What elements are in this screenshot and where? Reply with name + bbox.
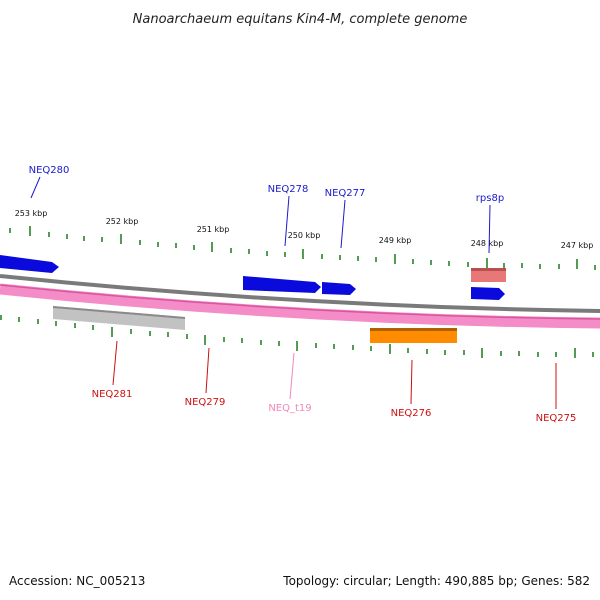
gene-neq280[interactable] bbox=[0, 255, 59, 273]
gene-neq276[interactable] bbox=[370, 328, 457, 343]
scale-label: 248 kbp bbox=[471, 239, 504, 248]
gene-label-neq275[interactable]: NEQ275 bbox=[536, 413, 577, 424]
scale-label: 247 kbp bbox=[561, 241, 594, 250]
gene-label-neq-t19[interactable]: NEQ_t19 bbox=[268, 403, 311, 414]
scale-label: 250 kbp bbox=[288, 231, 321, 240]
backbone-inner-highlight bbox=[0, 284, 600, 320]
leader-line bbox=[284, 195, 290, 247]
accession-text: Accession: NC_005213 bbox=[9, 574, 145, 588]
leader-line bbox=[410, 359, 413, 405]
bottom-gene-labels: NEQ281 NEQ279 NEQ_t19 NEQ276 NEQ275 bbox=[92, 340, 577, 424]
leader-line bbox=[289, 352, 295, 400]
gene-label-neq276[interactable]: NEQ276 bbox=[391, 408, 432, 419]
scale-labels: 253 kbp 252 kbp 251 kbp 250 kbp 249 kbp … bbox=[15, 209, 594, 250]
scale-label: 253 kbp bbox=[15, 209, 48, 218]
gene-neq277[interactable] bbox=[322, 282, 356, 295]
scale-label: 252 kbp bbox=[106, 217, 139, 226]
leader-line bbox=[488, 204, 491, 254]
gene-label-neq280[interactable]: NEQ280 bbox=[29, 165, 70, 176]
gene-label-rps8p[interactable]: rps8p bbox=[476, 193, 504, 204]
scale-label: 251 kbp bbox=[197, 225, 230, 234]
gene-label-neq279[interactable]: NEQ279 bbox=[185, 397, 226, 408]
gene-neq276-edge bbox=[370, 328, 457, 331]
gene-label-neq281[interactable]: NEQ281 bbox=[92, 389, 133, 400]
gene-rps8p-salmon-edge bbox=[471, 268, 506, 271]
gene-label-neq278[interactable]: NEQ278 bbox=[268, 184, 309, 195]
backbone-inner bbox=[0, 283, 600, 329]
genome-summary-text: Topology: circular; Length: 490,885 bp; … bbox=[282, 574, 590, 588]
backbone-outer bbox=[0, 274, 600, 313]
top-gene-labels: NEQ280 NEQ278 NEQ277 rps8p bbox=[29, 165, 504, 254]
gene-label-neq277[interactable]: NEQ277 bbox=[325, 188, 366, 199]
gene-rps8p[interactable] bbox=[471, 287, 505, 300]
gene-neq281-edge bbox=[53, 306, 185, 319]
leader-line bbox=[340, 199, 346, 249]
leader-line bbox=[30, 176, 41, 199]
leader-line bbox=[112, 340, 118, 386]
gene-neq278[interactable] bbox=[243, 276, 321, 293]
gene-neq281[interactable] bbox=[53, 306, 185, 330]
leader-line bbox=[205, 347, 210, 394]
outer-tick-row bbox=[9, 226, 596, 270]
map-title: Nanoarchaeum equitans Kin4-M, complete g… bbox=[133, 12, 468, 27]
scale-label: 249 kbp bbox=[379, 236, 412, 245]
gene-rps8p-salmon[interactable] bbox=[471, 268, 506, 282]
inner-tick-row bbox=[0, 315, 594, 358]
